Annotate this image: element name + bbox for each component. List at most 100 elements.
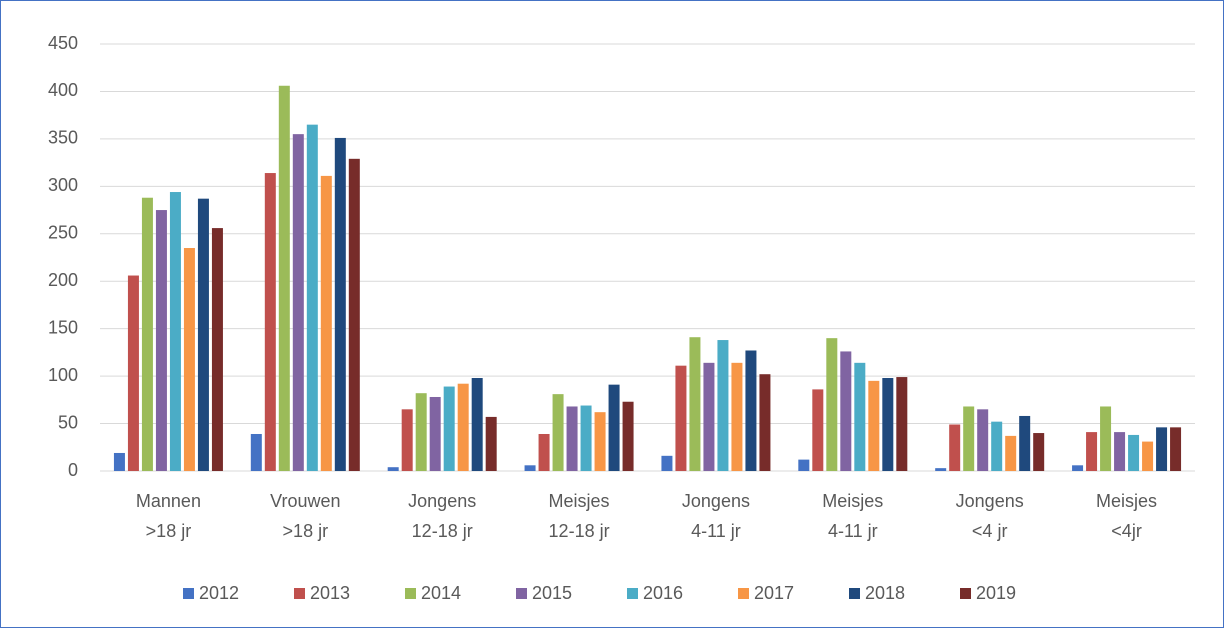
bar <box>594 412 606 471</box>
bar <box>608 384 620 471</box>
x-tick-label: Meisjes <box>1096 491 1157 511</box>
y-tick-label: 400 <box>48 80 78 100</box>
legend-label: 2013 <box>310 583 350 603</box>
legend-label: 2019 <box>976 583 1016 603</box>
bar <box>348 158 360 471</box>
bar <box>127 275 139 471</box>
bar <box>485 416 497 471</box>
y-tick-label: 450 <box>48 33 78 53</box>
bar <box>155 210 167 472</box>
y-tick-label: 350 <box>48 128 78 148</box>
bar <box>264 173 276 471</box>
x-tick-label: Jongens <box>682 491 750 511</box>
x-tick-label: Vrouwen <box>270 491 340 511</box>
bar <box>1072 465 1084 471</box>
bar <box>401 409 413 471</box>
x-tick-label: Meisjes <box>549 491 610 511</box>
x-tick-label: 12-18 jr <box>412 521 473 541</box>
bar <box>278 85 290 472</box>
bar <box>113 452 125 471</box>
legend-swatch <box>183 588 194 599</box>
x-tick-label: Mannen <box>136 491 201 511</box>
x-tick-label: >18 jr <box>283 521 329 541</box>
bar <box>169 192 181 471</box>
bar <box>622 401 634 471</box>
x-tick-label: Jongens <box>956 491 1024 511</box>
bar <box>1156 427 1168 471</box>
x-tick-label: 12-18 jr <box>549 521 610 541</box>
legend-swatch <box>627 588 638 599</box>
bar <box>1170 427 1182 471</box>
bar <box>826 338 838 471</box>
bar <box>580 405 592 471</box>
y-tick-label: 200 <box>48 270 78 290</box>
x-tick-label: Jongens <box>408 491 476 511</box>
bar <box>1005 435 1017 471</box>
legend-label: 2016 <box>643 583 683 603</box>
y-tick-label: 0 <box>68 460 78 480</box>
legend-swatch <box>405 588 416 599</box>
bar <box>991 421 1003 471</box>
bar <box>415 393 427 471</box>
bar <box>963 406 975 471</box>
bar <box>1128 434 1140 471</box>
bar <box>524 465 536 471</box>
bar <box>882 378 894 471</box>
bar <box>689 337 701 471</box>
bar <box>675 365 687 471</box>
bar <box>854 362 866 471</box>
bar <box>306 124 318 472</box>
bar <box>840 351 852 471</box>
bar <box>896 377 908 471</box>
bar <box>812 389 824 471</box>
bar <box>1019 415 1031 471</box>
bar <box>798 459 810 471</box>
bar <box>183 248 195 471</box>
bar <box>471 378 483 471</box>
legend-swatch <box>516 588 527 599</box>
bar <box>334 137 346 471</box>
legend-swatch <box>738 588 749 599</box>
legend-swatch <box>849 588 860 599</box>
bar <box>552 394 564 471</box>
bar <box>745 350 757 471</box>
bar <box>211 228 223 471</box>
bar <box>717 340 729 471</box>
bar <box>1033 433 1045 471</box>
bar <box>429 396 441 471</box>
legend-label: 2018 <box>865 583 905 603</box>
x-tick-label: 4-11 jr <box>828 521 878 541</box>
bar <box>759 374 771 471</box>
legend-swatch <box>294 588 305 599</box>
bar <box>949 424 961 471</box>
y-tick-label: 50 <box>58 412 78 432</box>
y-tick-label: 150 <box>48 317 78 337</box>
bar <box>1114 432 1126 471</box>
bar <box>141 197 153 471</box>
x-tick-label: <4 jr <box>972 521 1008 541</box>
bar <box>250 433 262 471</box>
bar <box>320 175 332 471</box>
x-tick-label: 4-11 jr <box>691 521 741 541</box>
bar <box>457 383 469 471</box>
bar <box>1142 441 1154 471</box>
bar <box>443 386 455 471</box>
legend-label: 2012 <box>199 583 239 603</box>
bar <box>566 406 578 471</box>
bar <box>1086 432 1098 471</box>
bar <box>538 433 550 471</box>
legend-swatch <box>960 588 971 599</box>
y-tick-label: 250 <box>48 223 78 243</box>
x-tick-label: <4jr <box>1111 521 1142 541</box>
bar <box>703 362 715 471</box>
x-tick-label: >18 jr <box>146 521 192 541</box>
legend-label: 2014 <box>421 583 461 603</box>
bar <box>292 134 304 471</box>
bar <box>197 198 209 471</box>
x-tick-label: Meisjes <box>822 491 883 511</box>
y-tick-label: 100 <box>48 365 78 385</box>
bar <box>661 455 673 471</box>
bar <box>1100 406 1112 471</box>
bar <box>731 362 743 471</box>
